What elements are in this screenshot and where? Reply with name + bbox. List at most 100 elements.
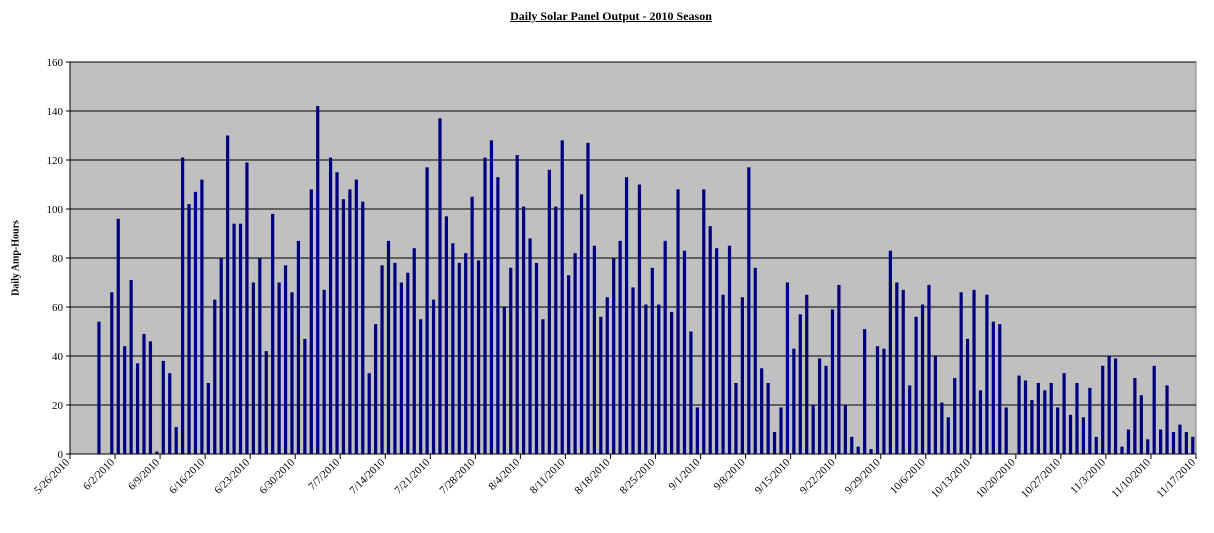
bar [618,240,622,454]
bar [933,356,938,454]
x-tick-label: 8/18/2010 [573,456,613,496]
bar [721,294,725,454]
bar [1036,382,1040,454]
bar [567,275,571,454]
y-tick-label: 80 [52,253,64,265]
bar [1133,378,1137,454]
bar [470,196,474,454]
bar [753,267,757,454]
bar [161,360,165,454]
bar [283,265,288,454]
bar [727,245,732,454]
bar [271,213,275,454]
bar [985,294,989,454]
bar [676,189,680,454]
bar [451,243,455,454]
bar [354,179,358,454]
x-tick-label: 11/10/2010 [1109,456,1153,500]
bar [959,292,963,454]
bar [1152,365,1156,454]
bar [631,287,635,454]
bar [586,142,590,454]
bar [180,157,185,455]
bar [1062,373,1066,454]
bar [464,253,468,454]
bar [541,319,545,454]
bar [953,378,957,454]
bar [689,331,693,454]
bar [425,167,429,454]
bar [1120,446,1124,454]
x-tick-label: 6/16/2010 [167,456,207,496]
bar [374,324,378,454]
bar [702,189,706,454]
bar [1023,380,1028,454]
bar [515,155,519,454]
bar-layer [97,106,1195,455]
bar [123,346,127,454]
x-tick-label: 8/4/2010 [486,456,522,492]
bar [734,382,738,454]
bar [200,179,204,454]
bar [785,282,790,454]
x-tick-label: 9/15/2010 [753,456,793,496]
x-tick-label: 7/28/2010 [437,456,477,496]
bar [863,329,867,454]
bar [303,338,307,454]
bar [380,265,384,454]
bar [277,282,281,454]
bar [406,272,410,454]
bar [657,304,661,454]
bar [612,258,616,454]
bar [187,204,191,454]
bar [798,314,802,454]
bar [1184,431,1188,454]
bar [740,297,744,454]
x-tick-label: 11/3/2010 [1068,456,1108,496]
x-tick-label: 6/30/2010 [257,456,297,496]
bar [258,258,262,454]
bar [663,240,667,454]
bar [946,417,950,454]
x-tick-label: 6/23/2010 [212,456,252,496]
bar [502,307,506,454]
bar [393,262,397,454]
bar [534,262,539,454]
x-tick-label: 5/26/2010 [32,456,72,496]
bar [309,189,313,454]
bar [245,162,249,454]
bar [772,431,777,454]
x-tick-label: 11/17/2010 [1154,456,1198,500]
bar [882,348,886,454]
bar [901,289,905,454]
bar [290,292,294,454]
bar [1191,436,1195,454]
bar [476,260,481,454]
bar [940,402,944,454]
bar [579,194,584,455]
bar [509,267,513,454]
x-tick-label: 10/13/2010 [929,456,973,500]
bar [1126,429,1131,454]
bar [1139,395,1143,454]
bar [856,446,860,454]
bar [399,282,403,454]
bar [991,321,995,454]
x-tick-label: 6/2/2010 [81,456,117,492]
x-tick-label: 10/27/2010 [1019,456,1063,500]
bar [605,297,609,454]
x-tick-label: 9/8/2010 [712,456,748,492]
bar [1030,400,1034,454]
bar [168,373,172,454]
x-tick-label: 8/11/2010 [528,456,568,496]
bar [193,191,198,454]
bar [522,206,526,454]
y-tick-label: 140 [47,106,64,118]
bar [599,316,603,454]
x-tick-label: 10/6/2010 [888,456,928,496]
bar [1088,387,1092,454]
y-tick-label: 60 [52,302,64,314]
bar [888,250,892,454]
bar [554,206,558,454]
